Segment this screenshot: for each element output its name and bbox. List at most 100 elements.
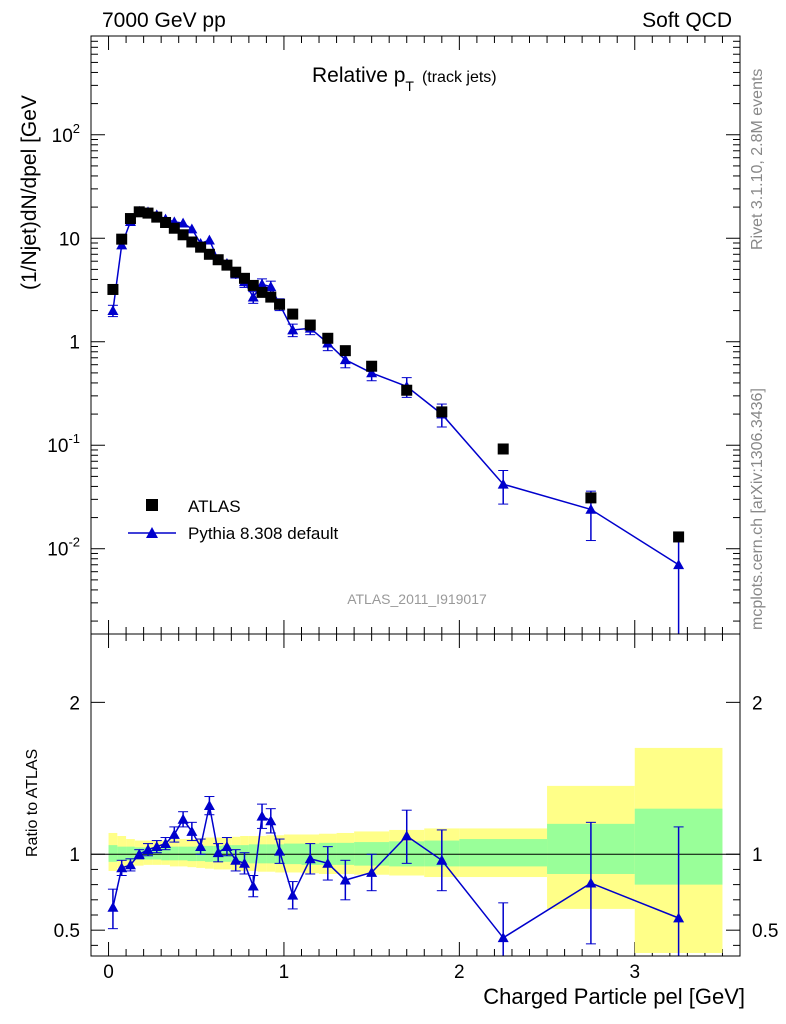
mc-point [203, 234, 215, 245]
data-point [177, 229, 189, 241]
analysis-id-watermark: ATLAS_2011_I919017 [347, 591, 487, 607]
main-panel: 10-2 10-1 1 10 102 Relative pT (track jets) (… [18, 35, 741, 956]
mc-point [585, 503, 597, 514]
header-left: 7000 GeV pp [102, 9, 226, 32]
band-inner-bin [126, 846, 135, 861]
x-tick-label: 3 [629, 962, 640, 983]
x-axis-label-end: el [GeV] [666, 984, 745, 1009]
ratio-y-tick-label-right: 0.5 [752, 921, 778, 942]
ratio-mc-point [116, 862, 128, 873]
ratio-mc-point [339, 874, 351, 885]
data-point [160, 216, 172, 228]
main-y-tick-labels: 10-2 10-1 1 10 102 [47, 121, 80, 561]
data-point [287, 308, 299, 320]
data-point [673, 531, 685, 543]
data-point [212, 254, 224, 266]
ratio-mc-point [401, 830, 413, 841]
data-point [366, 360, 378, 372]
mc-point [265, 281, 277, 292]
ratio-mc-point [107, 901, 119, 912]
ratio-y-tick-label-left: 0.5 [54, 921, 80, 942]
legend: ATLAS Pythia 8.308 default [128, 497, 339, 543]
data-point [168, 222, 180, 234]
data-point [304, 319, 316, 331]
legend-mc-marker [146, 527, 158, 538]
mc-point [247, 291, 259, 302]
mc-point [186, 223, 198, 234]
ratio-frame [90, 633, 741, 957]
mc-point [366, 367, 378, 378]
ratio-panel: 0.5 0.5 1 1 2 2 0 1 2 3 Ratio to ATLAS Charged P… [24, 633, 779, 1009]
ratio-mc-point [287, 889, 299, 900]
data-point [107, 283, 119, 295]
band-inner-bin [108, 845, 118, 862]
band-inner-bin [152, 847, 162, 860]
x-tick-label: 0 [103, 962, 114, 983]
ratio-mc-point [304, 853, 316, 864]
ratio-mc-point [186, 825, 198, 836]
ratio-y-tick-label-left: 1 [69, 845, 80, 866]
band-inner-bin [117, 846, 127, 861]
band-inner-bin [178, 846, 188, 861]
x-tick-label: 1 [279, 962, 290, 983]
rivet-version-text: Rivet 3.1.10, 2.8M events [749, 69, 766, 250]
main-y-axis-label-start: (1/Njet)dN/dp [18, 165, 41, 290]
ratio-y-tick-label-right: 2 [752, 693, 763, 714]
data-point [585, 492, 597, 504]
legend-data-label: ATLAS [188, 497, 241, 516]
data-point [142, 207, 154, 219]
band-inner-bin [459, 839, 548, 867]
data-point [247, 279, 259, 291]
data-point [203, 248, 215, 260]
ratio-y-axis-label: Ratio to ATLAS [24, 749, 41, 857]
data-series-main [107, 206, 685, 543]
data-point [195, 241, 207, 253]
ratio-mc-point [256, 810, 268, 821]
legend-data-marker [146, 499, 158, 511]
x-tick-label: 2 [454, 962, 465, 983]
main-frame [90, 35, 741, 635]
main-axis-ticks [91, 35, 740, 956]
data-point [124, 213, 136, 225]
mc-point [287, 324, 299, 335]
band-inner-bin [161, 846, 170, 861]
main-y-axis-label: (1/Njet)dN/dpel [GeV [18, 95, 41, 290]
ratio-y-tick-label-right: 1 [752, 845, 763, 866]
ratio-mc-point [230, 854, 242, 865]
plot-title-sub: T [405, 78, 414, 94]
ratio-mc-point [142, 844, 154, 855]
ratio-mc-point [177, 813, 189, 824]
data-point [186, 236, 198, 248]
ratio-mc-point [195, 841, 207, 852]
ratio-mc-point [673, 912, 685, 923]
plot-title-main: Relative p [312, 64, 405, 87]
ratio-mc-point [436, 854, 448, 865]
mc-point [339, 354, 351, 365]
y-tick-label: 1 [69, 333, 80, 354]
data-point [221, 259, 233, 271]
y-tick-label: 10-1 [47, 431, 80, 457]
ratio-y-tick-labels: 0.5 0.5 1 1 2 2 [54, 693, 779, 942]
data-point [401, 384, 413, 396]
data-point [238, 272, 250, 284]
ratio-mc-point [203, 800, 215, 811]
y-tick-label: 10-2 [47, 535, 80, 561]
x-tick-labels: 0 1 2 3 [103, 962, 640, 983]
ratio-mc-point [497, 932, 509, 943]
ratio-mc-point [322, 857, 334, 868]
main-y-axis-label-end: el [GeV [18, 95, 41, 165]
ratio-mc-point [366, 866, 378, 877]
data-point [339, 345, 351, 357]
data-point [116, 233, 128, 245]
data-point [151, 211, 163, 223]
ratio-mc-point [151, 841, 163, 852]
mc-point [107, 305, 119, 315]
legend-mc-label: Pythia 8.308 default [188, 524, 339, 543]
header-right: Soft QCD [642, 9, 732, 32]
data-point [133, 206, 145, 218]
mc-point [177, 217, 189, 228]
ratio-mc-point [160, 838, 172, 849]
data-point [265, 291, 277, 303]
plot-title-note: (track jets) [422, 69, 497, 86]
ratio-mc-point [124, 859, 136, 870]
